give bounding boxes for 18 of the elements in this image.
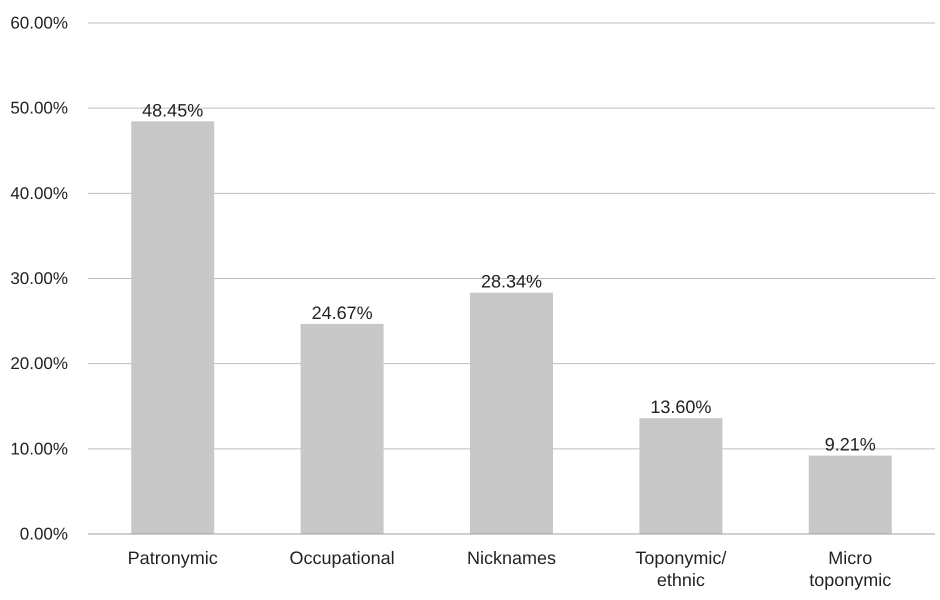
y-tick-label: 0.00%	[20, 524, 68, 544]
x-tick-label: Toponymic/ ethnic	[635, 548, 726, 590]
x-tick-label: Micro toponymic	[809, 548, 892, 590]
data-label: 9.21%	[824, 434, 876, 455]
data-label: 24.67%	[312, 302, 373, 323]
y-tick-label: 10.00%	[10, 439, 68, 458]
y-tick-label: 40.00%	[10, 184, 68, 203]
bar	[808, 456, 892, 534]
y-tick-label: 30.00%	[10, 268, 68, 288]
x-tick-label: Patronymic	[128, 548, 218, 568]
y-tick-label: 60.00%	[10, 13, 68, 32]
x-tick-label: Occupational	[290, 548, 395, 568]
x-tick-label: Nicknames	[466, 548, 556, 568]
y-tick-label: 20.00%	[10, 354, 68, 374]
y-tick-label: 50.00%	[10, 98, 68, 118]
data-label: 13.60%	[650, 397, 712, 418]
data-label: 48.45%	[142, 100, 204, 120]
data-label: 28.34%	[480, 272, 542, 292]
